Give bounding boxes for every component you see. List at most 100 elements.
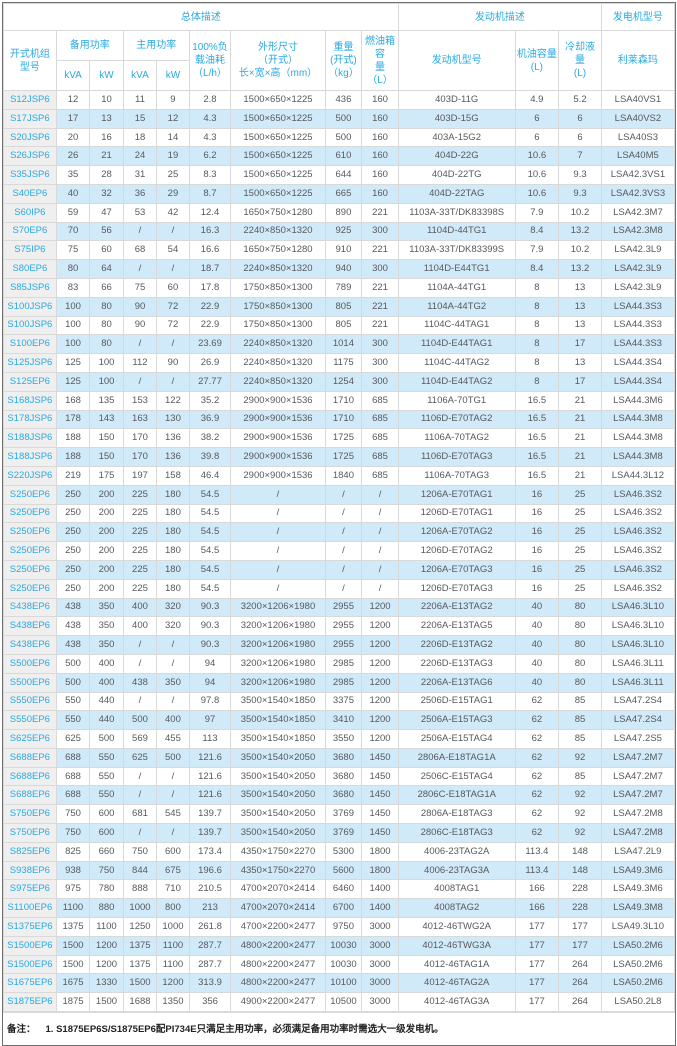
model-link[interactable]: S1675EP6 bbox=[7, 977, 53, 989]
data-cell: 28 bbox=[89, 165, 124, 185]
data-cell: 80 bbox=[558, 635, 602, 655]
data-cell: 160 bbox=[361, 90, 399, 110]
model-link[interactable]: S26JSP6 bbox=[10, 150, 50, 162]
model-link[interactable]: S750EP6 bbox=[9, 808, 50, 820]
model-link[interactable]: S250EP6 bbox=[9, 545, 50, 557]
model-cell: S100JSP6 bbox=[3, 296, 57, 317]
model-cell: S750EP6 bbox=[3, 804, 57, 825]
model-link[interactable]: S17JSP6 bbox=[10, 112, 50, 124]
model-link[interactable]: S80EP6 bbox=[12, 263, 48, 275]
data-cell: 139.7 bbox=[188, 823, 232, 843]
model-link[interactable]: S1375EP6 bbox=[7, 920, 53, 932]
data-cell: / bbox=[122, 371, 158, 392]
model-link[interactable]: S1100EP6 bbox=[7, 902, 53, 914]
data-cell: LSA44.3S4 bbox=[600, 353, 676, 373]
model-cell: S1375EP6 bbox=[3, 917, 57, 937]
data-cell: 1106A-70TAG3 bbox=[397, 465, 516, 486]
table-row: S438EP6 438 350//90.3 3200×1206×1980 2955 120… bbox=[3, 635, 676, 655]
data-cell: 2240×850×1320 bbox=[230, 221, 326, 242]
model-link[interactable]: S188JSP6 bbox=[7, 432, 53, 444]
model-link[interactable]: S625EP6 bbox=[9, 733, 50, 744]
model-link[interactable]: S1875EP6 bbox=[7, 996, 53, 1008]
model-cell: S438EP6 bbox=[3, 597, 57, 618]
table-row: S60IP6 59 47 53 42 12.4 1650×750×1280 890 221 110… bbox=[3, 202, 676, 223]
model-link[interactable]: S250EP6 bbox=[9, 488, 50, 500]
data-cell: 188 bbox=[55, 428, 91, 449]
data-cell: 210.5 bbox=[188, 879, 232, 900]
model-link[interactable]: S975EP6 bbox=[9, 883, 50, 895]
model-link[interactable]: S438EP6 bbox=[9, 620, 50, 632]
model-link[interactable]: S20JSP6 bbox=[10, 131, 50, 143]
data-cell: 13 bbox=[89, 108, 124, 129]
data-cell: 125 bbox=[55, 371, 91, 392]
data-cell: 805 bbox=[324, 315, 363, 336]
model-link[interactable]: S438EP6 bbox=[9, 601, 50, 613]
data-cell: 2206D-E13TAG2 bbox=[397, 635, 516, 655]
table-row: S250EP6 250 200 225 180 54.5///1206D-E70TAG3 1… bbox=[3, 578, 676, 599]
model-link[interactable]: S100JSP6 bbox=[7, 319, 53, 331]
data-cell: 3200×1206×1980 bbox=[230, 635, 326, 655]
model-link[interactable]: S550EP6 bbox=[9, 714, 50, 726]
data-cell: 500 bbox=[324, 108, 363, 129]
data-cell: 21 bbox=[558, 390, 602, 411]
data-cell: 890 bbox=[324, 202, 363, 223]
data-cell: 440 bbox=[89, 691, 124, 712]
model-link[interactable]: S438EP6 bbox=[9, 639, 50, 651]
data-cell: 39.8 bbox=[188, 447, 232, 467]
data-cell: LSA50.2M6 bbox=[600, 954, 676, 975]
model-link[interactable]: S250EP6 bbox=[9, 582, 50, 594]
data-cell: 2955 bbox=[324, 635, 363, 655]
data-cell: 4700×2070×2414 bbox=[230, 898, 326, 919]
model-link[interactable]: S825EP6 bbox=[9, 845, 50, 857]
data-cell: 23.69 bbox=[188, 334, 232, 355]
model-link[interactable]: S500EP6 bbox=[9, 676, 50, 688]
model-link[interactable]: S220JSP6 bbox=[7, 469, 53, 481]
model-link[interactable]: S60IP6 bbox=[14, 206, 46, 218]
model-cell: S40EP6 bbox=[3, 183, 57, 204]
data-cell: 160 bbox=[361, 127, 399, 148]
model-link[interactable]: S85JSP6 bbox=[10, 281, 50, 293]
model-link[interactable]: S688EP6 bbox=[9, 789, 50, 801]
data-cell: 6 bbox=[558, 108, 602, 129]
model-link[interactable]: S125EP6 bbox=[9, 375, 50, 387]
model-link[interactable]: S125JSP6 bbox=[7, 357, 53, 369]
model-link[interactable]: S250EP6 bbox=[9, 507, 50, 519]
model-link[interactable]: S250EP6 bbox=[9, 526, 50, 538]
data-cell: 29 bbox=[156, 183, 190, 204]
model-link[interactable]: S750EP6 bbox=[9, 826, 50, 838]
model-link[interactable]: S75IP6 bbox=[14, 244, 46, 256]
model-link[interactable]: S168JSP6 bbox=[7, 394, 53, 406]
data-cell: 20 bbox=[55, 127, 91, 148]
data-cell: 545 bbox=[156, 804, 190, 825]
data-cell: 250 bbox=[55, 484, 91, 505]
data-cell: 1206D-E70TAG3 bbox=[397, 578, 516, 599]
data-cell: 85 bbox=[558, 766, 602, 787]
model-link[interactable]: S12JSP6 bbox=[10, 93, 50, 105]
data-cell: LSA42.3L9 bbox=[600, 240, 676, 261]
model-link[interactable]: S188JSP6 bbox=[7, 451, 53, 463]
data-cell: 92 bbox=[558, 785, 602, 806]
data-cell: 844 bbox=[122, 860, 158, 881]
model-link[interactable]: S500EP6 bbox=[9, 657, 50, 669]
model-link[interactable]: S1500EP6 bbox=[7, 958, 53, 970]
model-link[interactable]: S100EP6 bbox=[9, 338, 50, 350]
model-link[interactable]: S688EP6 bbox=[9, 751, 50, 763]
model-link[interactable]: S1500EP6 bbox=[7, 939, 53, 951]
data-cell: 8 bbox=[514, 353, 560, 373]
data-cell: 54 bbox=[156, 240, 190, 261]
model-link[interactable]: S550EP6 bbox=[9, 695, 50, 707]
data-cell: 4012-46TWG3A bbox=[397, 935, 516, 956]
model-link[interactable]: S178JSP6 bbox=[7, 413, 53, 425]
data-cell: 1375 bbox=[122, 954, 158, 975]
model-cell: S975EP6 bbox=[3, 879, 57, 900]
model-link[interactable]: S100JSP6 bbox=[7, 300, 53, 312]
data-cell: 2900×900×1536 bbox=[230, 390, 326, 411]
model-link[interactable]: S40EP6 bbox=[12, 187, 48, 199]
model-link[interactable]: S70EP6 bbox=[12, 225, 48, 237]
model-link[interactable]: S35JSP6 bbox=[10, 169, 50, 181]
model-link[interactable]: S938EP6 bbox=[9, 864, 50, 876]
data-cell: 177 bbox=[514, 917, 560, 937]
model-link[interactable]: S688EP6 bbox=[9, 770, 50, 782]
data-cell: 938 bbox=[55, 860, 91, 881]
model-link[interactable]: S250EP6 bbox=[9, 563, 50, 575]
